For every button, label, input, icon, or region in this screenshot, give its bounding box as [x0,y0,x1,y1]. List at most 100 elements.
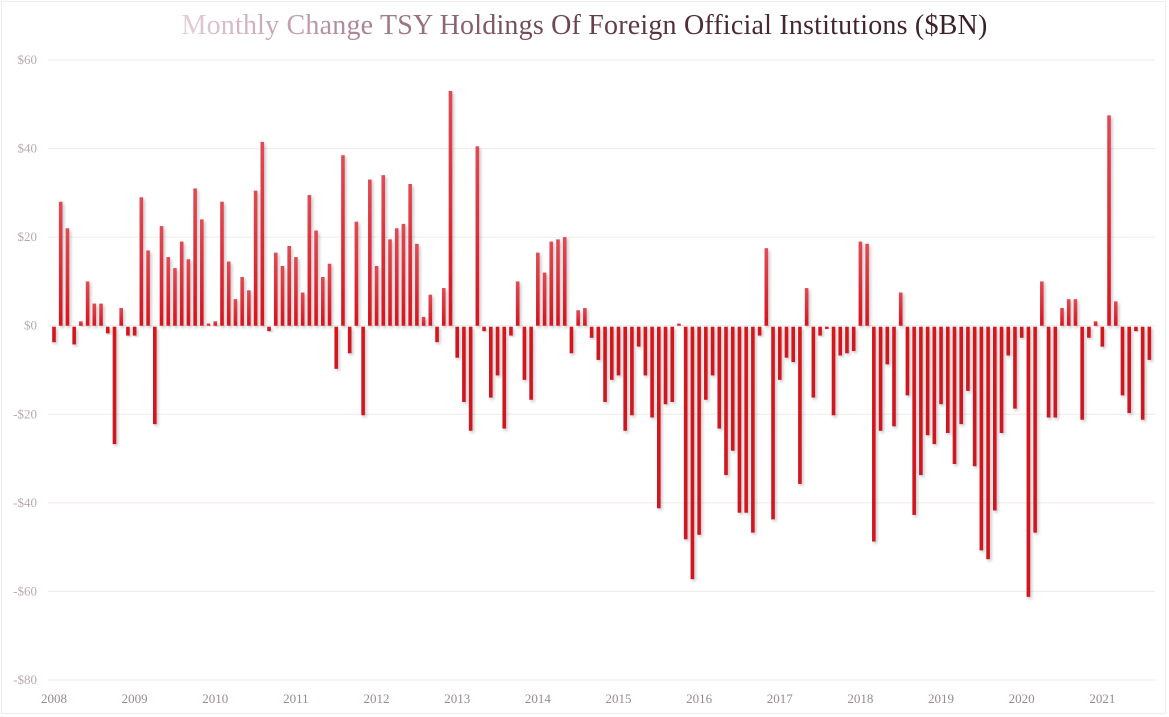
x-tick-label: 2014 [525,691,552,706]
bar [777,326,782,380]
bar [609,326,614,380]
bar [1120,326,1125,396]
bar [502,326,507,429]
bar [589,326,594,338]
x-tick-label: 2015 [605,691,631,706]
bar [549,241,554,326]
bar [294,257,298,326]
bar [677,323,681,326]
bar [388,239,392,326]
x-tick-label: 2017 [767,691,794,706]
bar [1134,326,1138,332]
bar [811,326,816,398]
bar [354,221,359,326]
bar [925,326,930,436]
bar [663,326,668,405]
bar [173,268,177,326]
bar [556,239,560,326]
bar [831,326,836,416]
bar [65,228,70,326]
gridlines [48,59,1155,681]
bar [993,326,997,511]
y-axis: $60 $40 $20 $0 -$20 -$40 -$60 -$80 [13,52,37,687]
bar [220,201,224,326]
bar [999,326,1004,433]
bar [1093,321,1098,326]
x-tick-label: 2009 [122,691,148,706]
bar [247,290,251,326]
y-tick-label: -$20 [13,406,37,421]
bar [72,326,76,345]
bar [784,326,789,358]
bar [186,259,191,326]
y-tick-label: -$40 [13,495,37,510]
bar [1033,326,1037,533]
bar [885,326,890,365]
y-tick-label: -$60 [13,583,37,598]
bar [643,326,648,376]
bar [273,252,278,326]
bar [341,155,345,326]
bar [1100,326,1105,347]
bar [495,326,500,376]
bar [1147,326,1152,360]
bar [932,326,937,445]
bar [730,326,735,451]
bar [509,326,513,336]
bar [1127,326,1131,414]
bar [455,326,459,358]
bar [347,326,352,354]
x-tick-label: 2013 [444,691,470,706]
bar [838,326,843,356]
bar [1040,281,1044,326]
bar [892,326,896,427]
bar [300,292,305,326]
bar [240,277,244,326]
bar [489,326,493,398]
bar [704,326,708,400]
bars [52,91,1152,597]
bar [616,326,621,376]
bar [986,326,990,560]
bar [394,228,399,326]
x-tick-label: 2021 [1089,691,1115,706]
bar [441,288,446,326]
bar [536,252,540,326]
bar [851,326,856,352]
bar [307,195,312,326]
bar [764,248,769,326]
bar [603,326,607,402]
bar [334,326,339,369]
bar [166,257,171,326]
bar [1066,299,1071,326]
bar [825,326,829,329]
x-tick-label: 2016 [686,691,713,706]
bar [1013,326,1017,409]
bar [85,281,90,326]
x-tick-label: 2010 [202,691,228,706]
bar [650,326,654,418]
bar [368,179,372,326]
bar [206,323,211,326]
bar [744,326,748,513]
x-tick-label: 2018 [847,691,873,706]
bar [791,326,795,363]
bar [159,226,164,326]
bar [878,326,883,431]
bar [966,326,970,391]
bar [1053,326,1058,418]
bar [515,281,520,326]
bar [475,146,480,326]
bar [905,326,910,396]
bar [1073,299,1078,326]
y-tick-label: $40 [18,141,38,156]
bar [1006,326,1011,356]
bar [757,326,762,336]
y-tick-label: $0 [24,318,37,333]
bar [226,261,231,326]
bar [697,326,701,535]
bar [233,299,238,326]
bar [321,277,325,326]
bar [112,326,117,445]
